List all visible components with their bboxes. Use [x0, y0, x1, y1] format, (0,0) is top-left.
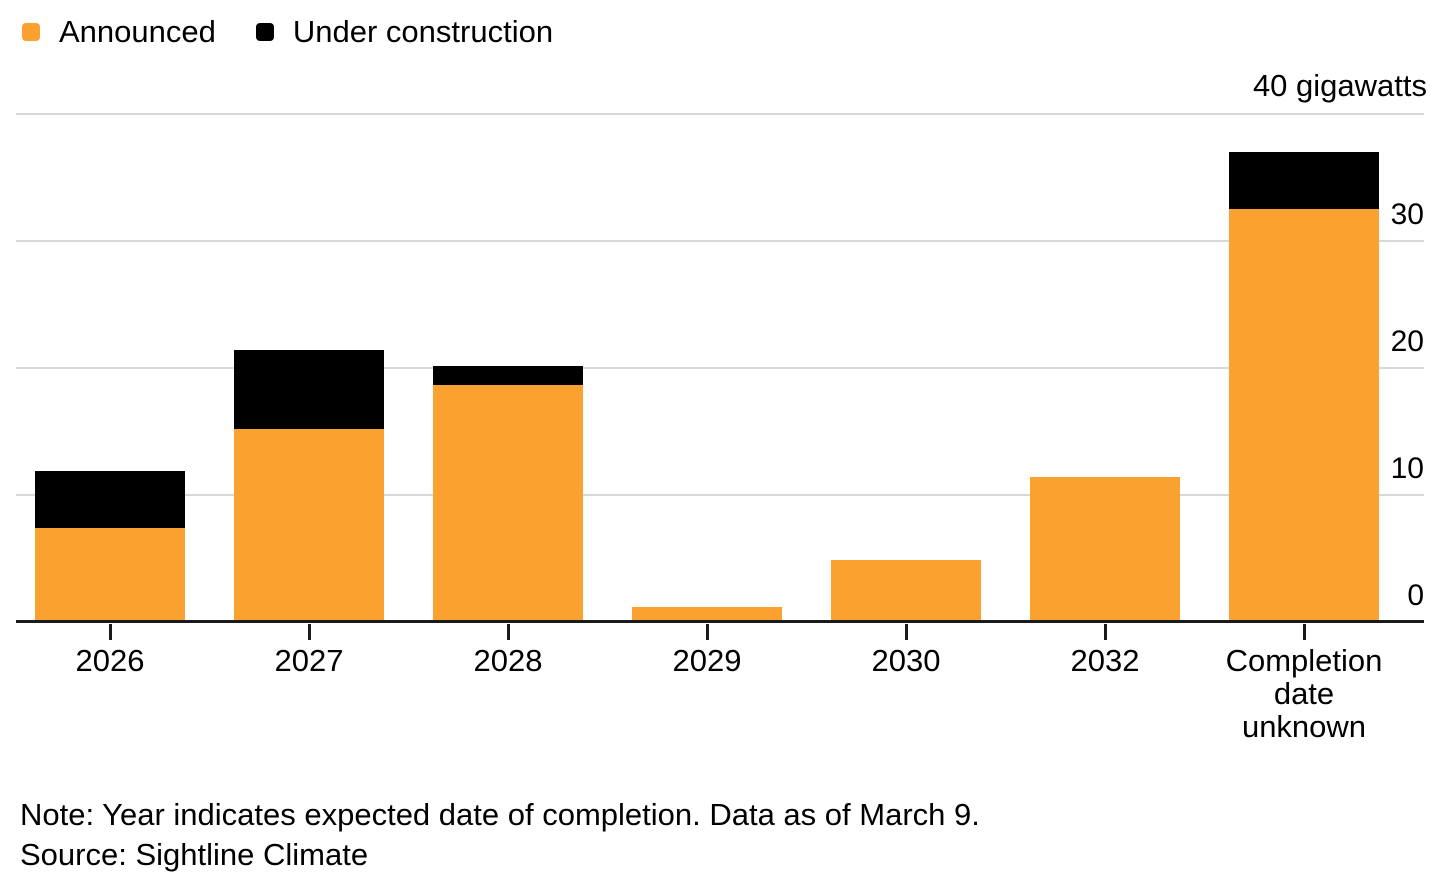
bar-2027 — [234, 350, 384, 622]
note-text: Note: Year indicates expected date of co… — [20, 797, 980, 832]
bar-segment-under-construction — [433, 366, 583, 385]
legend-item-under-construction: Under construction — [255, 14, 554, 50]
x-axis-label: 2030 — [871, 643, 941, 678]
x-axis-line — [16, 620, 1424, 623]
x-axis-label: 2028 — [473, 643, 543, 678]
y-axis-unit-label: 40 gigawatts — [1252, 68, 1427, 103]
x-axis-label: 2032 — [1070, 643, 1140, 678]
bar-2030 — [831, 560, 981, 622]
ytick-label-30: 30 — [1390, 198, 1424, 231]
bar-completion-date-unknown — [1229, 152, 1379, 622]
x-axis-tick — [1103, 624, 1107, 640]
ytick-label-10: 10 — [1390, 452, 1424, 485]
x-axis-tick — [904, 624, 908, 640]
under-construction-swatch-icon — [255, 23, 274, 41]
x-axis-tick — [1302, 624, 1306, 640]
x-axis-label: Completion date unknown — [1225, 643, 1383, 744]
bar-segment-under-construction — [1229, 152, 1379, 209]
bar-2029 — [632, 607, 782, 622]
gridline-40 — [16, 113, 1424, 115]
bar-segment-announced — [234, 429, 384, 622]
bar-segment-announced — [831, 560, 981, 622]
x-axis-tick — [506, 624, 510, 640]
source-text: Source: Sightline Climate — [20, 837, 369, 872]
announced-swatch-icon — [22, 23, 40, 41]
bar-segment-announced — [1229, 209, 1379, 622]
gridline-30 — [16, 240, 1424, 242]
bar-2026 — [35, 471, 185, 622]
legend-label-under-construction: Under construction — [292, 14, 554, 49]
plot-area: 0 10 20 30 2026 2027 2028 2029 2030 2032 Completio… — [16, 113, 1424, 743]
bar-segment-under-construction — [35, 471, 185, 528]
bar-2032 — [1030, 477, 1180, 622]
bar-2028 — [433, 366, 583, 622]
x-axis-label: 2027 — [274, 643, 344, 678]
legend-item-announced: Announced — [22, 14, 216, 50]
bar-segment-announced — [632, 607, 782, 622]
legend-label-announced: Announced — [59, 14, 216, 49]
x-axis-label: 2026 — [75, 643, 145, 678]
x-axis-tick — [705, 624, 709, 640]
ytick-label-20: 20 — [1390, 325, 1424, 358]
ytick-label-0: 0 — [1407, 579, 1424, 612]
bar-segment-announced — [1030, 477, 1180, 622]
bar-segment-announced — [433, 385, 583, 622]
footer: Note: Year indicates expected date of co… — [20, 795, 980, 875]
x-axis-label: 2029 — [672, 643, 742, 678]
bar-segment-announced — [35, 528, 185, 622]
bar-segment-under-construction — [234, 350, 384, 429]
x-axis-tick — [108, 624, 112, 640]
legend: Announced Under construction — [22, 14, 553, 50]
gridline-10 — [16, 494, 1424, 496]
x-axis-tick — [307, 624, 311, 640]
gridline-20 — [16, 367, 1424, 369]
